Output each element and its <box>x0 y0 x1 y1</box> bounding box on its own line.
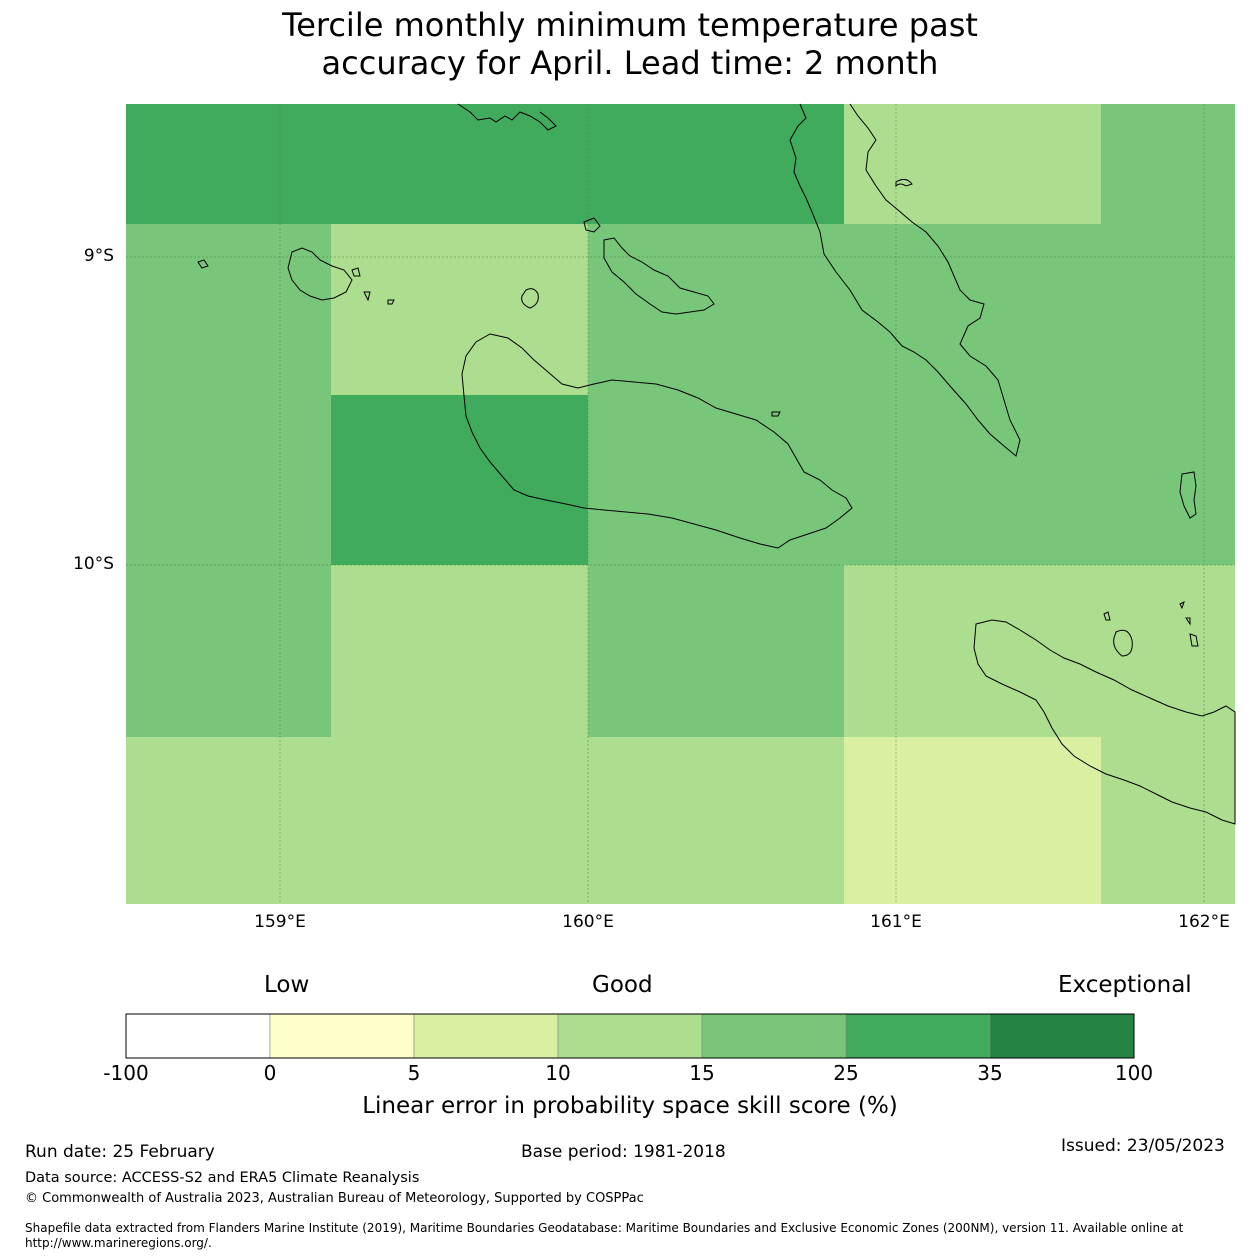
grid-cell <box>844 737 1101 904</box>
colorbar-word-exceptional: Exceptional <box>1058 972 1192 998</box>
grid-cell <box>1101 737 1235 904</box>
grid-cell <box>588 565 844 737</box>
grid-cell <box>126 565 331 737</box>
grid-cell <box>844 395 1101 565</box>
title-line-1: Tercile monthly minimum temperature past <box>282 6 978 44</box>
lat-label-9s: 9°S <box>83 246 114 266</box>
colorbar-frame <box>125 1013 1135 1059</box>
colorbar-tick-label: 100 <box>1114 1061 1154 1085</box>
coastline-malaita-islet <box>1179 471 1197 519</box>
grid-cell <box>588 737 844 904</box>
colorbar-segment <box>269 1013 415 1059</box>
lon-label-161e: 161°E <box>870 912 922 932</box>
grid-cell <box>844 565 1101 737</box>
colorbar-tick-label: -100 <box>103 1061 149 1085</box>
coastline-small-islet-d <box>771 411 781 417</box>
colorbar-tick-label: 25 <box>833 1061 859 1085</box>
grid-cell <box>1101 104 1235 224</box>
grid-cell <box>126 104 331 224</box>
coastline-santa-isabel <box>789 103 1021 457</box>
lon-label-159e: 159°E <box>254 912 306 932</box>
grid-cell <box>844 104 1101 224</box>
skill-grid <box>126 104 1235 904</box>
grid-cell <box>331 565 588 737</box>
lon-label-162e: 162°E <box>1178 912 1230 932</box>
grid-cell <box>331 224 588 395</box>
coastline-russell-islands <box>583 217 601 233</box>
grid-cell <box>126 395 331 565</box>
coastline-ugi <box>1113 629 1133 657</box>
base-period: Base period: 1981-2018 <box>521 1142 726 1162</box>
grid-cell <box>126 224 331 395</box>
lon-label-160e: 160°E <box>562 912 614 932</box>
grid-cell <box>331 737 588 904</box>
coastline-isabel-islet <box>895 178 913 188</box>
colorbar-segments <box>125 1013 1135 1059</box>
grid-cell <box>588 104 844 224</box>
colorbar-tick-label: 5 <box>407 1061 421 1085</box>
colorbar-word-low: Low <box>264 972 310 998</box>
issued-date: Issued: 23/05/2023 <box>1061 1136 1225 1156</box>
colorbar-segment <box>125 1013 271 1059</box>
grid-cell <box>1101 565 1235 737</box>
shapefile-credit: Shapefile data extracted from Flanders M… <box>25 1221 1245 1251</box>
coastline-islet-b <box>363 291 371 302</box>
colorbar-segment <box>413 1013 559 1059</box>
coastline-islet-f <box>1179 601 1185 610</box>
coastline-new-georgia-north <box>457 103 557 131</box>
colorbar-word-good: Good <box>592 972 653 998</box>
grid-cell <box>331 395 588 565</box>
coastline-marovo <box>287 247 353 301</box>
coastline-islet-h <box>1189 633 1199 647</box>
coastlines <box>197 103 1236 825</box>
colorbar-tick-label: 35 <box>977 1061 1003 1085</box>
grid-cell <box>1101 395 1235 565</box>
coastline-savo-west <box>603 237 715 315</box>
coastline-islet-c <box>387 299 395 305</box>
coastline-makira <box>973 619 1236 825</box>
lat-label-10s: 10°S <box>73 554 114 574</box>
coastline-guadalcanal <box>461 333 853 549</box>
colorbar-segment <box>557 1013 703 1059</box>
grid-cell <box>588 224 844 395</box>
coastline-islet-g <box>1185 617 1191 626</box>
colorbar-title: Linear error in probability space skill … <box>362 1093 898 1119</box>
title-line-2: accuracy for April. Lead time: 2 month <box>321 44 939 82</box>
colorbar-segment <box>701 1013 847 1059</box>
map-title: Tercile monthly minimum temperature past… <box>0 6 1260 82</box>
coastline-rennell <box>197 259 209 269</box>
colorbar-tick-label: 0 <box>263 1061 277 1085</box>
colorbar-segment <box>989 1013 1135 1059</box>
graticule <box>126 104 1235 904</box>
grid-cell <box>844 224 1101 395</box>
grid-cell <box>331 104 588 224</box>
shapefile-credit-line-2: http://www.marineregions.org/. <box>25 1236 212 1250</box>
coastline-round-island <box>521 288 539 309</box>
run-date: Run date: 25 February <box>25 1142 215 1162</box>
grid-cell <box>1101 224 1235 395</box>
shapefile-credit-line-1: Shapefile data extracted from Flanders M… <box>25 1221 1184 1235</box>
data-source: Data source: ACCESS-S2 and ERA5 Climate … <box>25 1170 420 1186</box>
colorbar-tick-label: 10 <box>545 1061 571 1085</box>
copyright: © Commonwealth of Australia 2023, Austra… <box>25 1191 644 1206</box>
colorbar-segment <box>845 1013 991 1059</box>
coastline-islet-e <box>1103 611 1111 621</box>
grid-cell <box>126 737 331 904</box>
coastline-islet-a <box>351 267 361 277</box>
colorbar-tick-label: 15 <box>689 1061 715 1085</box>
